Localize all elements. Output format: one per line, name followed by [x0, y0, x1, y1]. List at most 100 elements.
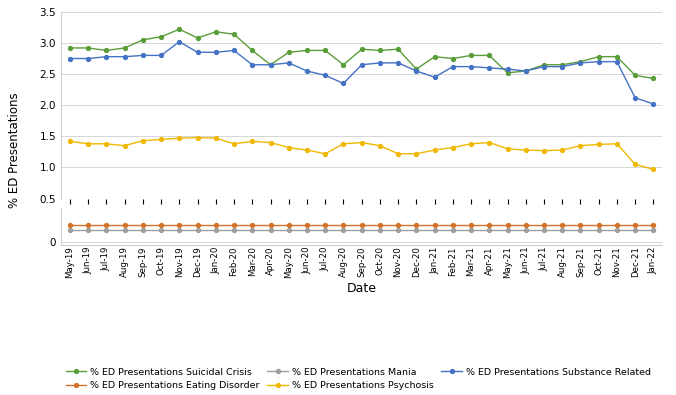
- % ED Presentations Psychosis: [193, 135, 201, 140]
- % ED Presentations Substance Related: [449, 64, 457, 69]
- % ED Presentations Suicidal Crisis: [285, 50, 293, 55]
- % ED Presentations Mania: [339, 227, 347, 232]
- % ED Presentations Eating Disorder: [613, 222, 621, 227]
- % ED Presentations Substance Related: [394, 60, 402, 65]
- % ED Presentations Mania: [485, 227, 493, 232]
- % ED Presentations Suicidal Crisis: [394, 47, 402, 52]
- % ED Presentations Eating Disorder: [120, 221, 128, 226]
- % ED Presentations Psychosis: [376, 143, 384, 148]
- % ED Presentations Psychosis: [631, 162, 639, 167]
- % ED Presentations Mania: [84, 223, 92, 228]
- % ED Presentations Eating Disorder: [558, 221, 566, 226]
- % ED Presentations Psychosis: [84, 5, 92, 9]
- % ED Presentations Psychosis: [230, 141, 238, 146]
- % ED Presentations Psychosis: [102, 5, 110, 9]
- % ED Presentations Eating Disorder: [449, 221, 457, 226]
- % ED Presentations Mania: [193, 227, 201, 232]
- % ED Presentations Eating Disorder: [631, 221, 639, 226]
- % ED Presentations Substance Related: [321, 73, 329, 78]
- % ED Presentations Eating Disorder: [522, 221, 530, 226]
- % ED Presentations Psychosis: [449, 145, 457, 150]
- % ED Presentations Eating Disorder: [339, 221, 347, 226]
- % ED Presentations Psychosis: [120, 143, 128, 148]
- % ED Presentations Eating Disorder: [230, 221, 238, 226]
- % ED Presentations Eating Disorder: [266, 221, 274, 226]
- % ED Presentations Psychosis: [157, 137, 165, 142]
- % ED Presentations Eating Disorder: [339, 222, 347, 227]
- % ED Presentations Mania: [157, 227, 165, 232]
- % ED Presentations Eating Disorder: [540, 221, 548, 226]
- % ED Presentations Substance Related: [577, 60, 585, 65]
- % ED Presentations Substance Related: [613, 59, 621, 64]
- % ED Presentations Suicidal Crisis: [266, 62, 274, 67]
- % ED Presentations Eating Disorder: [650, 221, 658, 226]
- % ED Presentations Mania: [540, 227, 548, 232]
- Text: % ED Presentations: % ED Presentations: [8, 92, 22, 208]
- % ED Presentations Mania: [175, 223, 183, 228]
- % ED Presentations Psychosis: [66, 139, 74, 144]
- % ED Presentations Mania: [266, 223, 274, 228]
- % ED Presentations Psychosis: [248, 0, 256, 3]
- % ED Presentations Eating Disorder: [139, 221, 147, 226]
- % ED Presentations Substance Related: [175, 40, 183, 44]
- % ED Presentations Psychosis: [358, 140, 366, 145]
- % ED Presentations Psychosis: [175, 136, 183, 141]
- % ED Presentations Eating Disorder: [631, 222, 639, 227]
- % ED Presentations Suicidal Crisis: [485, 53, 493, 58]
- % ED Presentations Psychosis: [285, 145, 293, 150]
- % ED Presentations Eating Disorder: [467, 222, 475, 227]
- % ED Presentations Substance Related: [66, 56, 74, 61]
- % ED Presentations Substance Related: [120, 54, 128, 59]
- % ED Presentations Eating Disorder: [139, 222, 147, 227]
- % ED Presentations Eating Disorder: [613, 221, 621, 226]
- % ED Presentations Psychosis: [266, 2, 274, 6]
- % ED Presentations Suicidal Crisis: [193, 36, 201, 40]
- % ED Presentations Suicidal Crisis: [449, 56, 457, 61]
- % ED Presentations Suicidal Crisis: [139, 38, 147, 42]
- % ED Presentations Psychosis: [248, 139, 256, 144]
- % ED Presentations Substance Related: [504, 67, 512, 71]
- % ED Presentations Eating Disorder: [175, 221, 183, 226]
- % ED Presentations Mania: [467, 223, 475, 228]
- % ED Presentations Suicidal Crisis: [577, 59, 585, 64]
- % ED Presentations Mania: [193, 223, 201, 228]
- % ED Presentations Eating Disorder: [412, 221, 420, 226]
- % ED Presentations Mania: [248, 223, 256, 228]
- % ED Presentations Substance Related: [339, 81, 347, 86]
- % ED Presentations Psychosis: [613, 141, 621, 146]
- % ED Presentations Psychosis: [84, 141, 92, 146]
- % ED Presentations Eating Disorder: [230, 222, 238, 227]
- % ED Presentations Mania: [595, 223, 603, 228]
- % ED Presentations Mania: [431, 223, 439, 228]
- % ED Presentations Mania: [577, 223, 585, 228]
- % ED Presentations Substance Related: [558, 64, 566, 69]
- % ED Presentations Substance Related: [230, 48, 238, 53]
- % ED Presentations Psychosis: [66, 0, 74, 3]
- % ED Presentations Mania: [558, 223, 566, 228]
- % ED Presentations Mania: [139, 223, 147, 228]
- % ED Presentations Eating Disorder: [303, 221, 311, 226]
- % ED Presentations Suicidal Crisis: [540, 62, 548, 67]
- % ED Presentations Substance Related: [157, 53, 165, 58]
- % ED Presentations Psychosis: [230, 5, 238, 9]
- % ED Presentations Mania: [540, 223, 548, 228]
- % ED Presentations Mania: [467, 227, 475, 232]
- % ED Presentations Psychosis: [285, 15, 293, 20]
- % ED Presentations Mania: [358, 223, 366, 228]
- % ED Presentations Psychosis: [650, 75, 658, 79]
- % ED Presentations Eating Disorder: [595, 222, 603, 227]
- % ED Presentations Eating Disorder: [248, 221, 256, 226]
- % ED Presentations Eating Disorder: [266, 222, 274, 227]
- % ED Presentations Eating Disorder: [175, 222, 183, 227]
- % ED Presentations Substance Related: [540, 64, 548, 69]
- % ED Presentations Mania: [522, 223, 530, 228]
- % ED Presentations Psychosis: [303, 22, 311, 26]
- % ED Presentations Eating Disorder: [431, 221, 439, 226]
- % ED Presentations Eating Disorder: [394, 222, 402, 227]
- % ED Presentations Suicidal Crisis: [631, 73, 639, 78]
- Line: % ED Presentations Psychosis: % ED Presentations Psychosis: [68, 135, 656, 171]
- Line: % ED Presentations Eating Disorder: % ED Presentations Eating Disorder: [68, 222, 656, 226]
- % ED Presentations Psychosis: [394, 32, 402, 37]
- % ED Presentations Eating Disorder: [102, 222, 110, 227]
- % ED Presentations Eating Disorder: [321, 222, 329, 227]
